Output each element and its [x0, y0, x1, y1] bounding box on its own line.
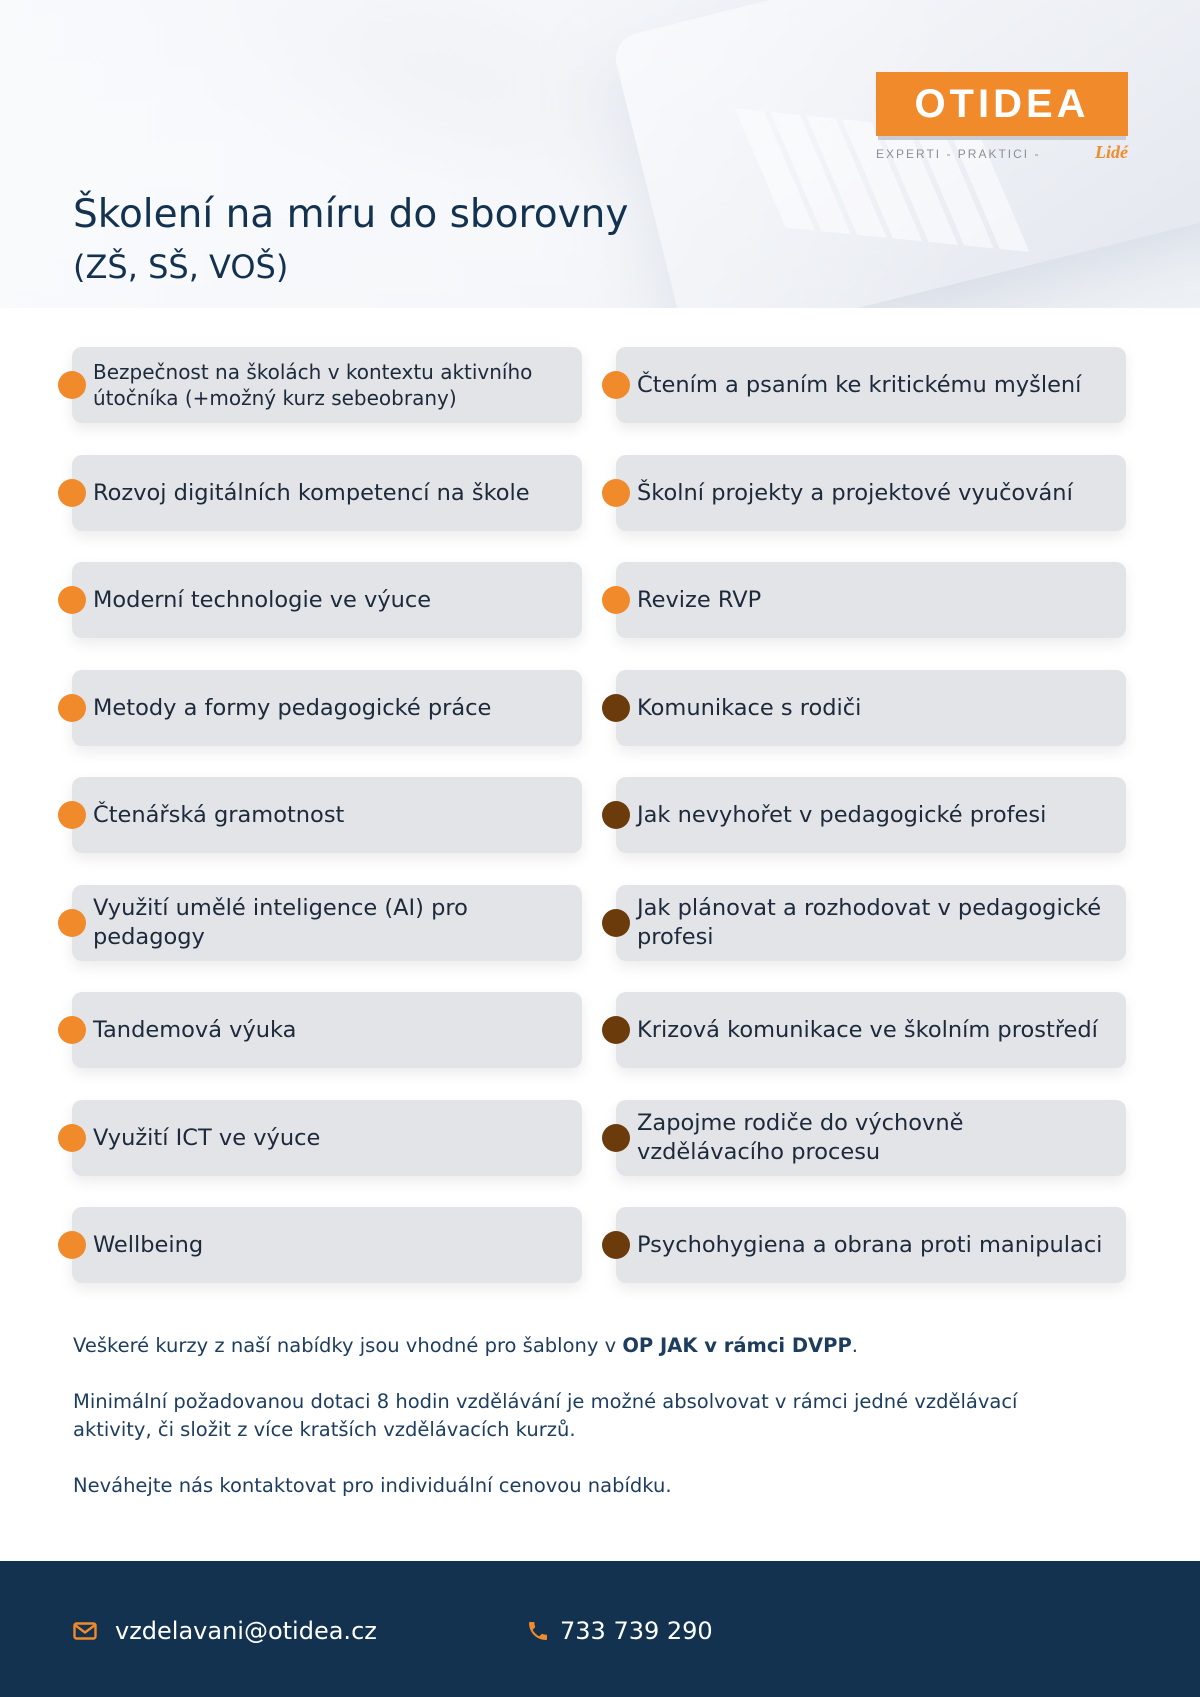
orange-bullet-icon [58, 909, 86, 937]
logo-tagline-accent: Lidé [1095, 142, 1128, 162]
info-highlight: OP JAK v rámci DVPP [622, 1334, 852, 1357]
course-label: Školní projekty a projektové vyučování [637, 479, 1073, 506]
brown-bullet-icon [602, 694, 630, 722]
orange-bullet-icon [58, 586, 86, 614]
course-card: Tandemová výuka [58, 992, 582, 1068]
course-label: Rozvoj digitálních kompetencí na škole [93, 479, 530, 506]
info-text: Veškeré kurzy z naší nabídky jsou vhodné… [73, 1334, 623, 1357]
course-label: Zapojme rodiče do výchovně vzdělávacího … [637, 1110, 964, 1165]
course-label: Jak nevyhořet v pedagogické profesi [637, 801, 1047, 828]
orange-bullet-icon [602, 371, 630, 399]
course-label: Jak plánovat a rozhodovat v pedagogické … [637, 895, 1102, 950]
email-link[interactable]: vzdelavani@otidea.cz [115, 1617, 377, 1645]
orange-bullet-icon [58, 371, 86, 399]
course-card: Zapojme rodiče do výchovně vzdělávacího … [602, 1100, 1126, 1176]
course-card: Krizová komunikace ve školním prostředí [602, 992, 1126, 1068]
logo-wordmark: OTIDEA [876, 72, 1128, 136]
course-card: Jak nevyhořet v pedagogické profesi [602, 777, 1126, 853]
course-card: Wellbeing [58, 1207, 582, 1283]
course-label: Bezpečnost na školách v kontextu aktivní… [93, 360, 533, 410]
orange-bullet-icon [58, 1124, 86, 1152]
course-card: Čtením a psaním ke kritickému myšlení [602, 347, 1126, 423]
footer: vzdelavani@otidea.cz 733 739 290 [0, 1561, 1200, 1697]
course-label: Tandemová výuka [93, 1016, 297, 1043]
course-card: Komunikace s rodiči [602, 670, 1126, 746]
course-card: Metody a formy pedagogické práce [58, 670, 582, 746]
otidea-logo: OTIDEA EXPERTI - PRAKTICI - Lidé [876, 72, 1128, 163]
envelope-icon [73, 1622, 97, 1640]
course-label: Metody a formy pedagogické práce [93, 694, 492, 721]
orange-bullet-icon [58, 1016, 86, 1044]
orange-bullet-icon [602, 479, 630, 507]
course-card: Revize RVP [602, 562, 1126, 638]
info-paragraph-1: Veškeré kurzy z naší nabídky jsou vhodné… [73, 1334, 858, 1357]
course-card: Psychohygiena a obrana proti manipulaci [602, 1207, 1126, 1283]
course-card: Čtenářská gramotnost [58, 777, 582, 853]
course-card: Využití ICT ve výuce [58, 1100, 582, 1176]
email-contact[interactable]: vzdelavani@otidea.cz [73, 1617, 377, 1645]
orange-bullet-icon [58, 1231, 86, 1259]
course-card: Bezpečnost na školách v kontextu aktivní… [58, 347, 582, 423]
header-banner [0, 0, 1200, 308]
course-card: Rozvoj digitálních kompetencí na škole [58, 455, 582, 531]
orange-bullet-icon [602, 586, 630, 614]
brown-bullet-icon [602, 801, 630, 829]
course-label: Komunikace s rodiči [637, 694, 862, 721]
logo-tagline: EXPERTI - PRAKTICI - Lidé [876, 142, 1128, 163]
course-label: Krizová komunikace ve školním prostředí [637, 1016, 1098, 1043]
orange-bullet-icon [58, 694, 86, 722]
brown-bullet-icon [602, 1016, 630, 1044]
course-card: Moderní technologie ve výuce [58, 562, 582, 638]
orange-bullet-icon [58, 801, 86, 829]
info-paragraph-2: Minimální požadovanou dotaci 8 hodin vzd… [73, 1390, 1018, 1441]
phone-contact[interactable]: 733 739 290 [526, 1617, 713, 1645]
course-label: Wellbeing [93, 1231, 204, 1258]
course-label: Čtenářská gramotnost [93, 801, 345, 828]
phone-icon [529, 1622, 547, 1640]
course-card: Školní projekty a projektové vyučování [602, 455, 1126, 531]
phone-link[interactable]: 733 739 290 [560, 1617, 713, 1645]
course-card: Využití umělé inteligence (AI) pro pedag… [58, 885, 582, 961]
orange-bullet-icon [58, 479, 86, 507]
page-title: Školení na míru do sborovny [73, 192, 629, 237]
course-label: Čtením a psaním ke kritickému myšlení [637, 371, 1082, 398]
course-label: Moderní technologie ve výuce [93, 586, 432, 613]
brown-bullet-icon [602, 1124, 630, 1152]
brown-bullet-icon [602, 909, 630, 937]
page-subtitle: (ZŠ, SŠ, VOŠ) [73, 248, 289, 286]
info-paragraph-3: Neváhejte nás kontaktovat pro individuál… [73, 1474, 672, 1497]
course-label: Psychohygiena a obrana proti manipulaci [637, 1231, 1103, 1258]
course-card: Jak plánovat a rozhodovat v pedagogické … [602, 885, 1126, 961]
course-label: Využití umělé inteligence (AI) pro pedag… [93, 895, 468, 950]
logo-tagline-text: EXPERTI - PRAKTICI - [876, 147, 1041, 161]
brown-bullet-icon [602, 1231, 630, 1259]
course-label: Revize RVP [637, 586, 762, 613]
course-label: Využití ICT ve výuce [93, 1124, 321, 1151]
